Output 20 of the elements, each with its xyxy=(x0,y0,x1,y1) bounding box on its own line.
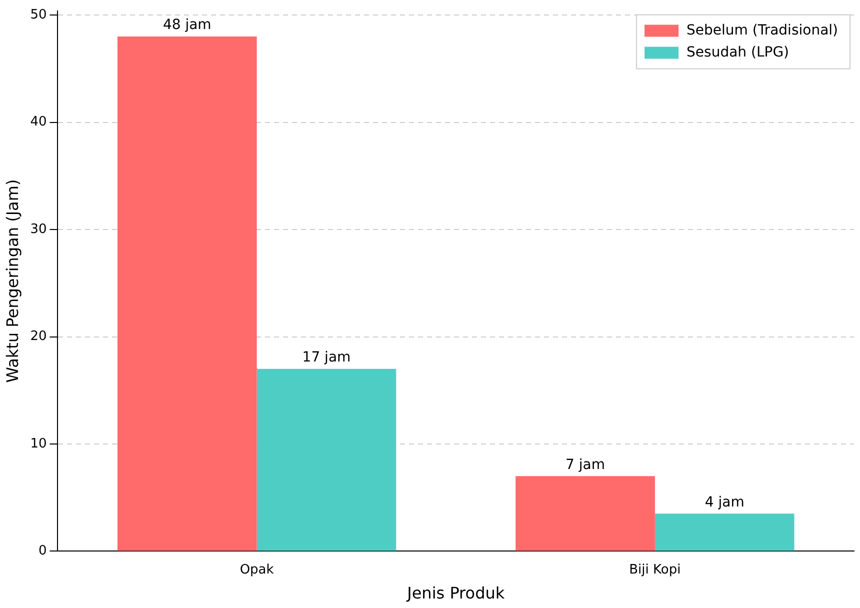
y-tick-label: 20 xyxy=(30,329,47,344)
x-axis-title: Jenis Produk xyxy=(406,584,506,603)
x-tick-label: Opak xyxy=(240,562,274,578)
legend-label: Sesudah (LPG) xyxy=(686,44,790,60)
y-tick-label: 10 xyxy=(30,436,47,452)
data-label: 48 jam xyxy=(162,17,212,34)
bar xyxy=(654,514,794,551)
data-label: 7 jam xyxy=(566,456,605,473)
y-tick-label: 30 xyxy=(30,222,47,237)
x-tick-label: Biji Kopi xyxy=(629,562,681,578)
y-axis-title: Waktu Pengeringan (Jam) xyxy=(2,179,22,383)
y-tick-label: 0 xyxy=(38,544,47,559)
data-label: 4 jam xyxy=(704,494,744,510)
y-tick-label: 50 xyxy=(30,7,47,22)
bar xyxy=(516,476,655,551)
bar xyxy=(256,368,396,551)
bar xyxy=(117,36,257,551)
data-label: 17 jam xyxy=(302,350,351,366)
legend-label: Sebelum (Tradisional) xyxy=(686,22,838,38)
y-tick-label: 40 xyxy=(30,114,47,130)
